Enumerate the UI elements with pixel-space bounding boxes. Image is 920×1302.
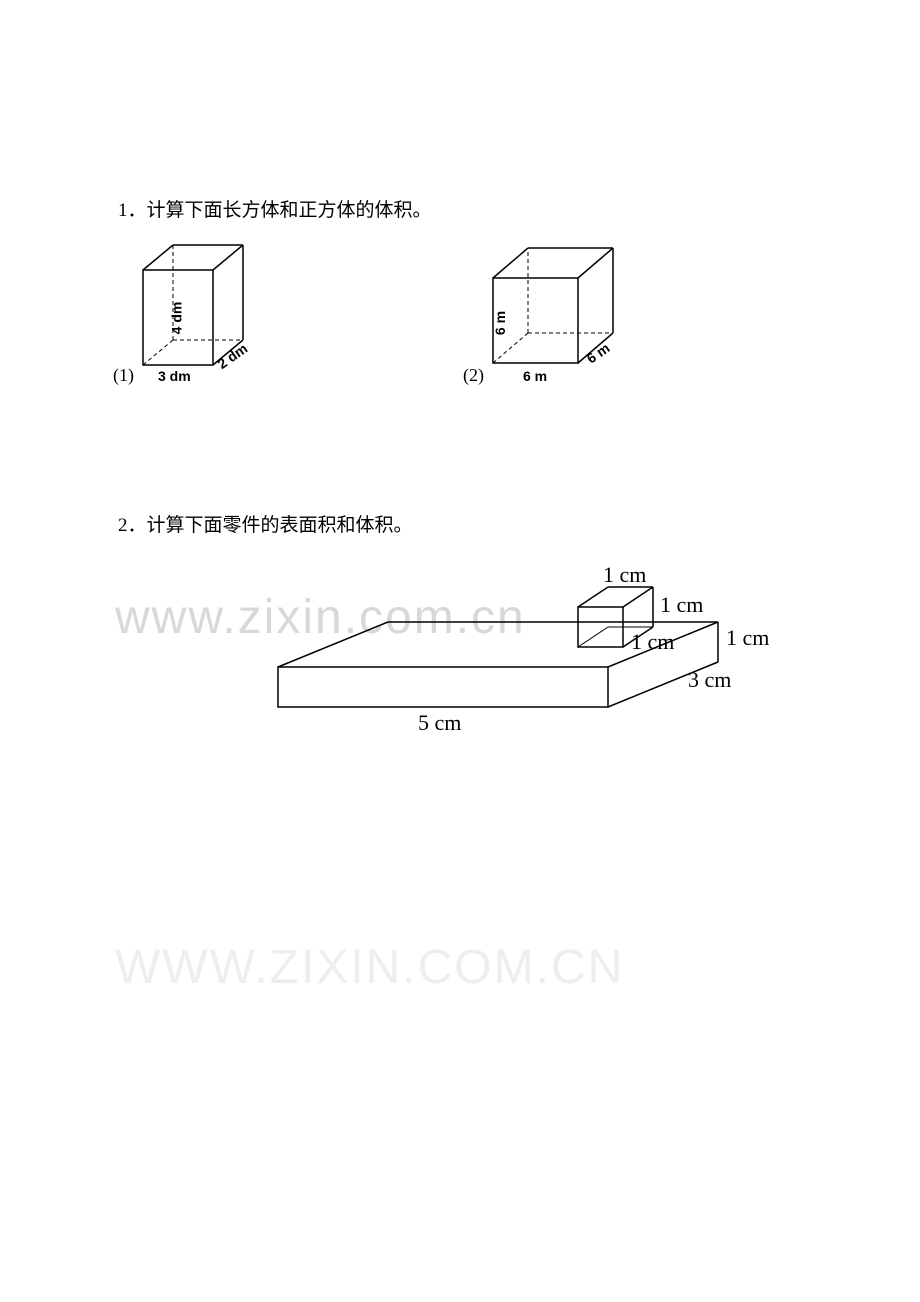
box-height-label: 1 cm — [726, 625, 769, 651]
fig1-width-label: 3 dm — [158, 368, 191, 384]
problem2-text: 2．计算下面零件的表面积和体积。 — [118, 510, 818, 537]
problem2-section: 2．计算下面零件的表面积和体积。 — [118, 510, 818, 747]
fig2-height-label: 6 m — [492, 311, 508, 335]
figures-row: (1) 3 dm 2 dm 4 dm (2) 6 m 6 m 6 m — [118, 240, 818, 390]
cuboid-svg — [118, 240, 268, 390]
fig1-height-label: 4 dm — [168, 302, 184, 335]
figure2-container: (2) 6 m 6 m 6 m — [468, 240, 638, 390]
cube-top-label: 1 cm — [603, 562, 646, 588]
composite-svg — [228, 567, 798, 747]
figure1-container: (1) 3 dm 2 dm 4 dm — [118, 240, 268, 390]
box-width-label: 5 cm — [418, 710, 461, 736]
box-depth-label: 3 cm — [688, 667, 731, 693]
cube-right-label: 1 cm — [660, 592, 703, 618]
fig1-label: (1) — [113, 365, 134, 386]
watermark-text-2: WWW.ZIXIN.COM.CN — [115, 940, 624, 995]
fig2-width-label: 6 m — [523, 368, 547, 384]
document-content: 1．计算下面长方体和正方体的体积。 (1) 3 dm 2 dm — [118, 195, 818, 747]
fig2-label: (2) — [463, 365, 484, 386]
cube-front-label: 1 cm — [631, 629, 674, 655]
problem1-text: 1．计算下面长方体和正方体的体积。 — [118, 195, 818, 222]
composite-figure: 1 cm 1 cm 1 cm 1 cm 3 cm 5 cm — [228, 567, 798, 747]
